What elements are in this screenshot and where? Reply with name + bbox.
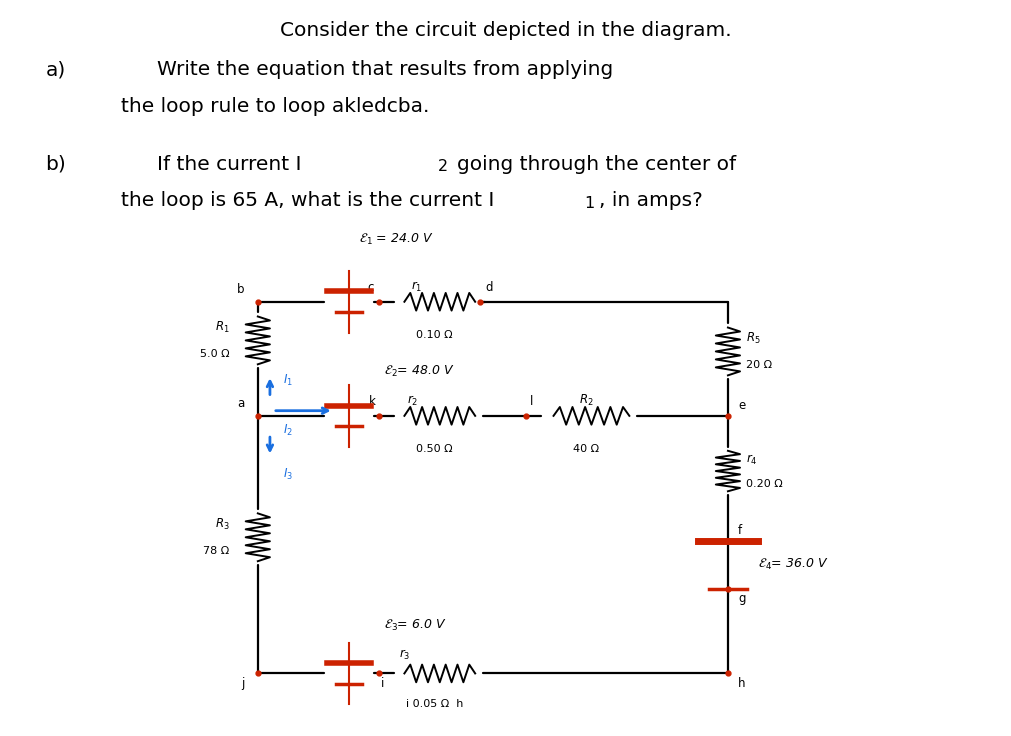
Text: a): a) xyxy=(45,60,66,79)
Text: f: f xyxy=(738,524,742,537)
Text: $r_2$: $r_2$ xyxy=(407,394,419,408)
Text: 0.10 Ω: 0.10 Ω xyxy=(417,330,453,340)
Text: h: h xyxy=(738,677,745,690)
Text: 78 Ω: 78 Ω xyxy=(203,545,229,556)
Text: 0.50 Ω: 0.50 Ω xyxy=(417,444,453,454)
Text: a: a xyxy=(238,397,245,410)
Text: 40 Ω: 40 Ω xyxy=(573,444,600,454)
Text: , in amps?: , in amps? xyxy=(599,191,703,210)
Text: 5.0 Ω: 5.0 Ω xyxy=(200,349,229,358)
Text: $r_1$: $r_1$ xyxy=(411,280,423,294)
Text: $I_3$: $I_3$ xyxy=(283,467,293,482)
Text: 2: 2 xyxy=(438,159,448,174)
Text: b: b xyxy=(238,283,245,296)
Text: b): b) xyxy=(45,155,67,174)
Text: $\mathcal{E}_3$= 6.0 V: $\mathcal{E}_3$= 6.0 V xyxy=(384,618,447,633)
Text: $r_4$: $r_4$ xyxy=(746,453,757,467)
Text: $I_1$: $I_1$ xyxy=(283,373,293,388)
Text: Consider the circuit depicted in the diagram.: Consider the circuit depicted in the dia… xyxy=(280,21,731,40)
Text: the loop is 65 A, what is the current I: the loop is 65 A, what is the current I xyxy=(121,191,494,210)
Text: 1: 1 xyxy=(584,196,594,210)
Text: $r_3$: $r_3$ xyxy=(398,648,410,662)
Text: $\mathcal{E}_2$= 48.0 V: $\mathcal{E}_2$= 48.0 V xyxy=(384,364,455,379)
Text: Write the equation that results from applying: Write the equation that results from app… xyxy=(157,60,613,79)
Text: $R_5$: $R_5$ xyxy=(746,330,761,346)
Text: i: i xyxy=(381,677,384,690)
Text: c: c xyxy=(368,281,374,294)
Text: e: e xyxy=(738,399,745,412)
Text: d: d xyxy=(485,281,492,294)
Text: 0.20 Ω: 0.20 Ω xyxy=(746,479,783,489)
Text: $R_3$: $R_3$ xyxy=(214,517,229,531)
Text: $I_2$: $I_2$ xyxy=(283,423,293,439)
Text: If the current I: If the current I xyxy=(157,155,301,174)
Text: going through the center of: going through the center of xyxy=(457,155,736,174)
Text: the loop rule to loop akledcba.: the loop rule to loop akledcba. xyxy=(121,97,430,116)
Text: i 0.05 Ω  h: i 0.05 Ω h xyxy=(406,699,463,710)
Text: g: g xyxy=(738,592,745,606)
Text: l: l xyxy=(530,395,533,408)
Text: $\mathcal{E}_4$= 36.0 V: $\mathcal{E}_4$= 36.0 V xyxy=(758,557,829,573)
Text: j: j xyxy=(242,677,245,690)
Text: 20 Ω: 20 Ω xyxy=(746,360,772,369)
Text: $R_2$: $R_2$ xyxy=(579,393,593,408)
Text: $R_1$: $R_1$ xyxy=(215,319,229,335)
Text: k: k xyxy=(369,395,376,408)
Text: $\mathcal{E}_1$ = 24.0 V: $\mathcal{E}_1$ = 24.0 V xyxy=(359,231,434,247)
